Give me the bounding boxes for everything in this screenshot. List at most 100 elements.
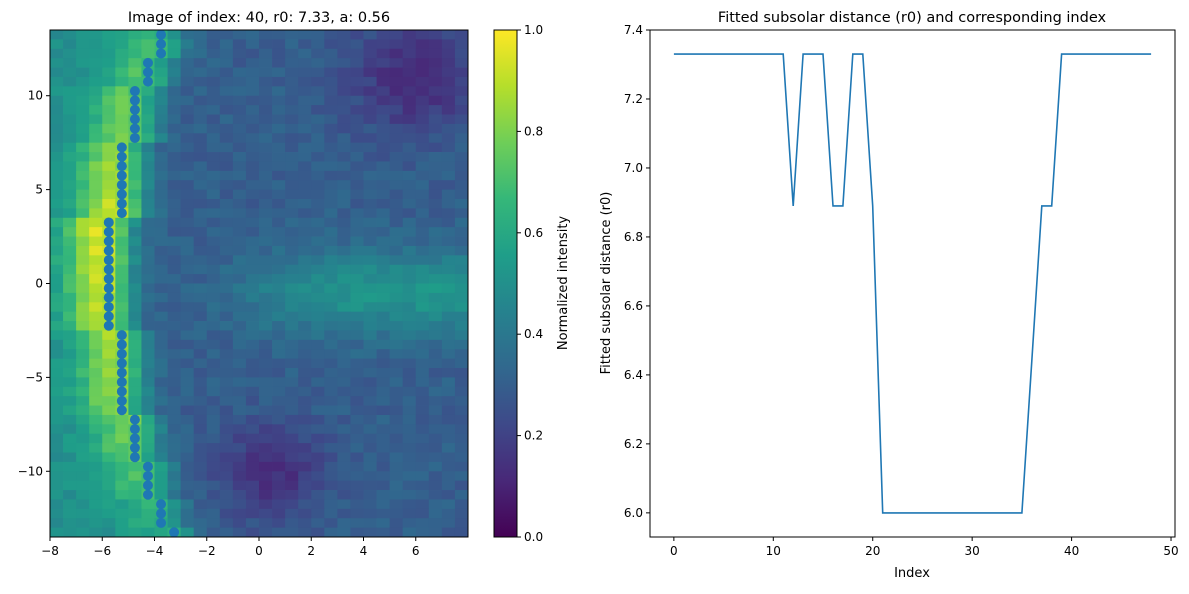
heatmap-cell [415, 490, 430, 500]
heatmap-cell [298, 161, 312, 172]
heatmap-cell [232, 39, 247, 50]
heatmap-cell [141, 508, 155, 519]
heatmap-cell [141, 405, 155, 416]
heatmap-cell [376, 180, 391, 191]
heatmap-cell [76, 227, 90, 237]
heatmap-cell [102, 358, 116, 369]
heatmap-cell [389, 161, 404, 172]
heatmap-cell [428, 58, 443, 68]
heatmap-cell [389, 67, 404, 78]
heatmap-cell [454, 292, 469, 303]
heatmap-cell [167, 58, 182, 68]
heatmap-cell [193, 208, 208, 219]
heatmap-cell [415, 86, 430, 97]
heatmap-cell [63, 217, 77, 228]
heatmap-cell [128, 67, 142, 78]
heatmap-cell [389, 527, 404, 538]
heatmap-cell [259, 152, 273, 162]
heatmap-cell [50, 208, 64, 219]
heatmap-cell [441, 443, 456, 453]
heatmap-cell [76, 39, 90, 50]
heatmap-cell [219, 414, 234, 425]
heatmap-cell [272, 86, 286, 97]
heatmap-cell [350, 142, 364, 153]
heatmap-cell [324, 208, 338, 219]
x-tick-label: 0 [670, 544, 678, 558]
heatmap-cell [76, 180, 90, 191]
heatmap-cell [389, 358, 404, 369]
heatmap-cell [285, 405, 299, 416]
heatmap-cell [232, 499, 247, 510]
heatmap-cell [141, 264, 155, 275]
heatmap-cell [219, 480, 234, 491]
heatmap-cell [350, 368, 364, 378]
heatmap-cell [402, 499, 417, 510]
heatmap-cell [402, 67, 417, 78]
heatmap-cell [63, 180, 77, 191]
heatmap-cell [389, 170, 404, 181]
heatmap-cell [311, 490, 325, 500]
heatmap-cell [376, 123, 391, 134]
heatmap-cell [219, 339, 234, 350]
heatmap-cell [102, 76, 116, 87]
heatmap-cell [259, 386, 273, 397]
heatmap-cell [298, 405, 312, 416]
heatmap-cell [89, 414, 103, 425]
heatmap-cell [206, 123, 221, 134]
heatmap-cell [219, 245, 234, 256]
heatmap-cell [298, 39, 312, 50]
heatmap-cell [350, 86, 364, 97]
heatmap-cell [311, 152, 325, 162]
heatmap-cell [389, 133, 404, 144]
heatmap-cell [337, 142, 351, 153]
heatmap-cell [363, 208, 377, 219]
heatmap-cell [402, 311, 417, 322]
heatmap-cell [259, 443, 273, 453]
heatmap-cell [415, 30, 430, 40]
heatmap-cell [272, 67, 286, 78]
heatmap-cell [285, 499, 299, 510]
heatmap-cell [272, 480, 286, 491]
heatmap-cell [63, 339, 77, 350]
heatmap-cell [115, 123, 129, 134]
heatmap-cell [402, 133, 417, 144]
heatmap-cell [76, 443, 90, 453]
heatmap-cell [428, 368, 443, 378]
heatmap-cell [76, 217, 90, 228]
heatmap-cell [259, 236, 273, 247]
x-tick-label: 40 [1064, 544, 1079, 558]
heatmap-cell [128, 321, 142, 331]
heatmap-cell [454, 86, 469, 97]
heatmap-cell [376, 321, 391, 331]
heatmap-cell [259, 490, 273, 500]
heatmap-cell [193, 405, 208, 416]
heatmap-cell [245, 508, 260, 519]
heatmap-cell [350, 245, 364, 256]
heatmap-cell [141, 302, 155, 313]
heatmap-cell [428, 133, 443, 144]
heatmap-cell [402, 264, 417, 275]
heatmap-cell [350, 133, 364, 144]
heatmap-cell [311, 142, 325, 153]
heatmap-cell [89, 424, 103, 435]
heatmap-cell [245, 180, 260, 191]
scatter-point [129, 95, 140, 106]
heatmap-cell [154, 170, 168, 181]
heatmap-cell [167, 39, 182, 50]
x-tick-label: 0 [255, 544, 263, 558]
heatmap-cell [272, 424, 286, 435]
heatmap-cell [180, 114, 195, 125]
heatmap-cell [259, 48, 273, 59]
heatmap-cell [415, 443, 430, 453]
scatter-point [142, 461, 153, 472]
heatmap-cell [337, 349, 351, 360]
heatmap-cell [285, 86, 299, 97]
heatmap-cell [311, 208, 325, 219]
heatmap-cell [363, 170, 377, 181]
heatmap-cell [298, 264, 312, 275]
heatmap-cell [76, 189, 90, 200]
heatmap-cell [115, 443, 129, 453]
heatmap-cell [50, 414, 64, 425]
heatmap-cell [245, 208, 260, 219]
heatmap-cell [141, 368, 155, 378]
